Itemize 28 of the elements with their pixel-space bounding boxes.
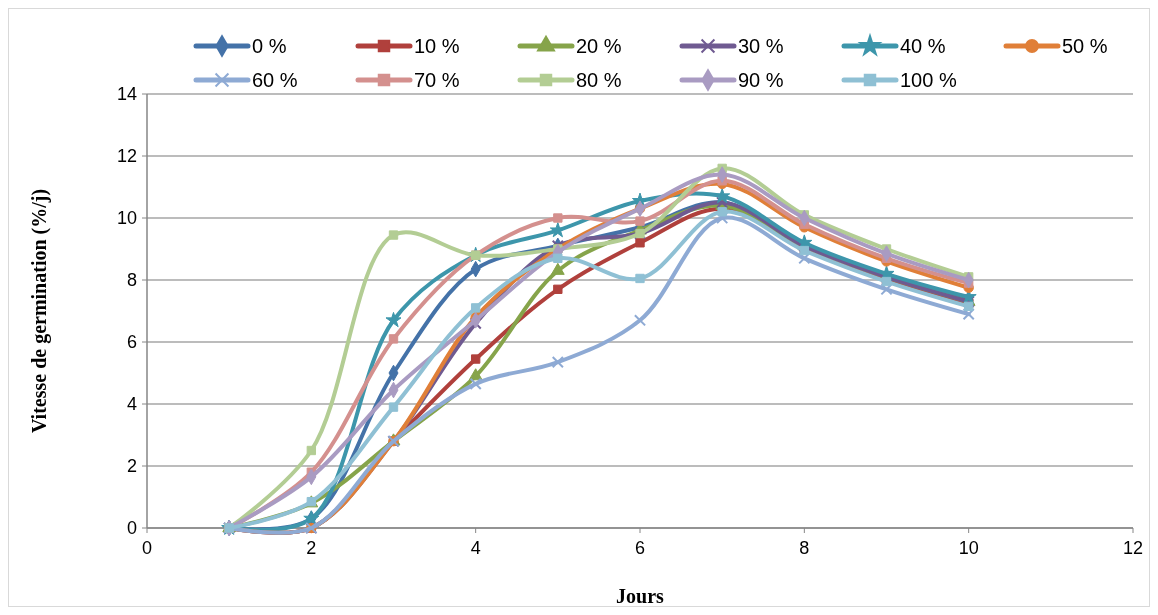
x-tick-label: 6 (634, 538, 646, 558)
x-tick-label: 8 (799, 538, 810, 558)
y-tick-label: 10 (116, 208, 137, 229)
legend-label: 100 % (900, 69, 957, 91)
legend-label: 50 % (1062, 35, 1108, 57)
x-tick-label: 2 (306, 538, 317, 558)
legend-label: 0 % (252, 35, 287, 57)
legend-label: 20 % (576, 35, 622, 57)
y-axis-title: Vitesse de germination (%/j) (28, 188, 51, 434)
legend-label: 70 % (414, 69, 460, 91)
x-tick-label: 0 (141, 538, 153, 558)
legend-label: 80 % (576, 69, 622, 91)
x-tick-label: 10 (958, 538, 979, 558)
legend-label: 60 % (252, 69, 298, 91)
x-tick-label: 12 (1122, 538, 1144, 558)
y-tick-label: 14 (116, 84, 137, 105)
x-tick-label: 4 (470, 538, 481, 558)
legend-label: 10 % (414, 35, 460, 57)
x-axis-title: Jours (616, 585, 665, 607)
y-tick-label: 8 (126, 270, 137, 291)
y-tick-label: 4 (126, 394, 137, 415)
legend-label: 40 % (900, 35, 946, 57)
y-tick-label: 12 (116, 146, 137, 167)
legend-label: 30 % (738, 35, 784, 57)
legend-label: 90 % (738, 69, 784, 91)
y-tick-label: 6 (126, 332, 137, 353)
y-tick-label: 0 (126, 518, 137, 539)
y-tick-label: 2 (126, 456, 137, 477)
